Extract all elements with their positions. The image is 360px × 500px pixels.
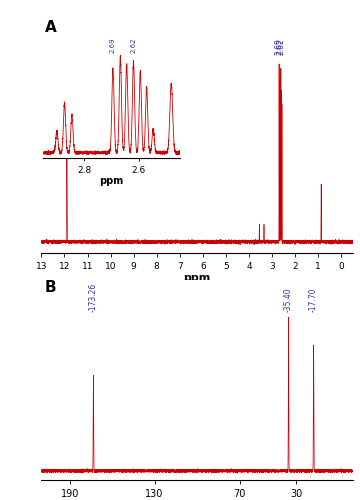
Text: A: A [45, 20, 56, 35]
X-axis label: ppm: ppm [184, 274, 211, 283]
Text: 2.62: 2.62 [130, 38, 136, 53]
Text: -35.40: -35.40 [284, 288, 293, 312]
Text: 2.69: 2.69 [275, 38, 284, 56]
Text: -173.26: -173.26 [89, 283, 98, 312]
Text: 2.62: 2.62 [276, 38, 285, 56]
Text: B: B [45, 280, 56, 295]
X-axis label: ppm: ppm [99, 176, 124, 186]
Text: -17.70: -17.70 [309, 288, 318, 312]
Text: 2.69: 2.69 [110, 37, 116, 53]
